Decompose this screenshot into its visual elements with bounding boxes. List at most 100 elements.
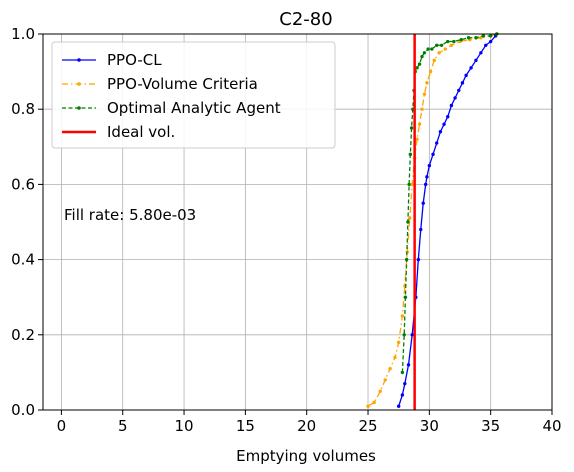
legend: PPO-CL PPO-Volume Criteria Optimal Analyti… — [51, 41, 336, 149]
data-point — [488, 39, 493, 44]
data-point — [459, 37, 463, 42]
data-point — [422, 92, 427, 96]
x-tick-label: 35 — [481, 417, 500, 435]
data-point — [421, 201, 425, 205]
data-point — [388, 366, 392, 371]
data-point — [479, 51, 483, 55]
data-point — [400, 370, 405, 375]
data-point — [427, 163, 432, 168]
x-tick-label: 5 — [118, 417, 128, 435]
series-ppo-volume-criteria — [366, 32, 499, 408]
series-line — [367, 33, 498, 407]
series-layer — [366, 32, 499, 410]
axis-ticks: 0 5 10 15 20 25 30 35 40 0.0 0.2 0.4 0.6 0.8 1.0 — [11, 25, 561, 435]
data-point — [408, 216, 412, 220]
data-point — [457, 88, 461, 93]
data-point — [406, 220, 410, 224]
data-point — [431, 152, 435, 157]
x-tick-label: 40 — [542, 417, 561, 435]
x-axis-label: Emptying volumes — [236, 447, 376, 465]
series-line — [401, 33, 498, 373]
data-point — [425, 175, 429, 179]
legend-label: PPO-CL — [107, 51, 162, 69]
x-tick-label: 10 — [175, 417, 194, 435]
data-point — [420, 54, 424, 59]
data-point — [400, 314, 405, 318]
data-point — [446, 39, 450, 44]
data-point — [426, 47, 430, 51]
data-point — [400, 393, 405, 397]
plot-frame — [42, 33, 553, 411]
x-tick-label: 30 — [420, 417, 439, 435]
y-tick-label: 0.6 — [11, 175, 35, 193]
data-point — [419, 227, 423, 232]
legend-marker — [77, 82, 81, 86]
legend-marker — [77, 58, 81, 62]
data-point — [404, 257, 409, 262]
data-point — [383, 378, 387, 382]
data-point — [430, 47, 434, 51]
x-tick-label: 15 — [236, 417, 255, 435]
data-point — [417, 122, 422, 126]
data-point — [396, 404, 401, 408]
data-point — [435, 141, 439, 145]
data-point — [481, 34, 486, 38]
data-point — [432, 58, 436, 63]
data-point — [446, 115, 450, 119]
legend-marker — [77, 106, 81, 110]
data-point — [410, 182, 414, 187]
data-point — [415, 66, 419, 70]
data-point — [396, 340, 401, 345]
data-point — [408, 152, 413, 157]
data-point — [425, 81, 429, 85]
data-point — [422, 51, 427, 55]
data-point — [372, 400, 376, 405]
chart-title: C2-80 — [279, 9, 332, 30]
y-tick-label: 0.8 — [11, 100, 35, 118]
data-point — [366, 404, 370, 408]
data-point — [460, 81, 465, 85]
legend-label: Optimal Analytic Agent — [107, 99, 281, 117]
data-point — [488, 34, 493, 38]
data-point — [466, 36, 471, 40]
y-tick-label: 0.0 — [11, 401, 35, 419]
x-tick-label: 20 — [297, 417, 316, 435]
data-point — [410, 333, 414, 337]
data-point — [469, 66, 473, 70]
data-point — [442, 122, 446, 126]
data-point — [435, 43, 439, 47]
data-point — [437, 51, 441, 55]
data-point — [438, 130, 443, 134]
data-point — [409, 126, 414, 130]
fill-rate-annotation: Fill rate: 5.80e-03 — [64, 206, 196, 224]
legend-label: PPO-Volume Criteria — [107, 75, 258, 93]
data-point — [474, 58, 478, 63]
data-point — [449, 43, 454, 47]
data-point — [403, 295, 408, 299]
data-point — [484, 43, 488, 47]
series-ppo-cl — [396, 34, 498, 408]
data-point — [452, 39, 456, 44]
data-point — [407, 182, 411, 187]
data-point — [416, 257, 421, 262]
data-point — [406, 363, 411, 367]
data-point — [402, 333, 406, 337]
data-point — [417, 62, 422, 66]
data-point — [474, 36, 478, 40]
data-point — [428, 69, 433, 74]
x-tick-label: 25 — [358, 417, 377, 435]
data-point — [415, 137, 419, 141]
data-point — [464, 73, 468, 78]
data-point — [449, 103, 454, 108]
data-point — [403, 381, 407, 386]
data-point — [443, 47, 447, 51]
y-tick-label: 1.0 — [11, 25, 35, 43]
legend-label: Ideal vol. — [107, 123, 175, 141]
legend-box — [51, 41, 336, 149]
data-point — [420, 107, 424, 111]
y-tick-label: 0.4 — [11, 251, 35, 269]
data-point — [378, 389, 382, 393]
data-point — [393, 355, 397, 360]
x-tick-label: 0 — [57, 417, 67, 435]
data-point — [439, 43, 444, 47]
